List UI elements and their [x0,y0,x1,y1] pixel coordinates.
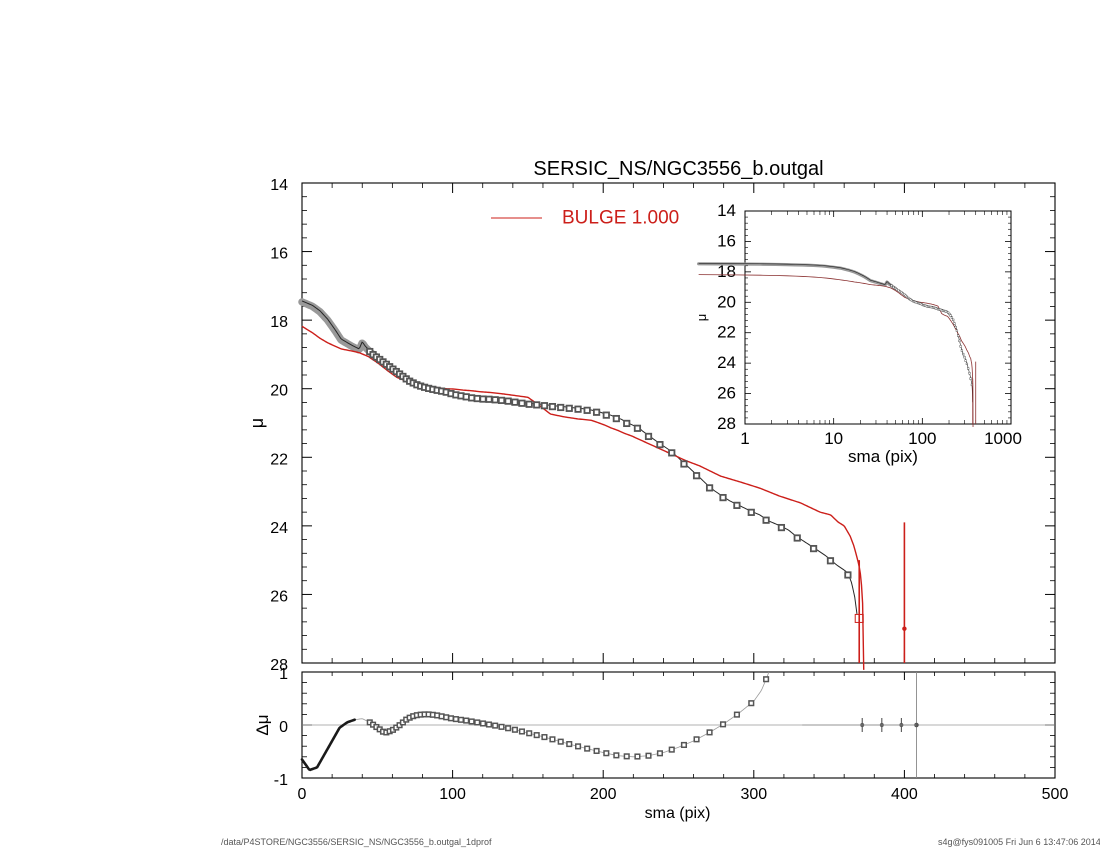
svg-text:SERSIC_NS/NGC3556_b.outgal: SERSIC_NS/NGC3556_b.outgal [533,158,823,180]
svg-text:24: 24 [717,353,736,372]
svg-text:24: 24 [270,520,288,537]
svg-text:1000: 1000 [984,429,1022,448]
svg-text:16: 16 [717,231,736,250]
svg-text:20: 20 [270,383,288,400]
svg-text:0: 0 [298,786,307,803]
svg-text:200: 200 [590,786,617,803]
svg-text:14: 14 [270,177,288,194]
svg-text:10: 10 [824,429,843,448]
svg-text:s4g@fys091005 Fri Jun 6 13:4: s4g@fys091005 Fri Jun 6 13:47:06 2014 [938,837,1100,847]
svg-text:-1: -1 [274,772,288,789]
svg-text:18: 18 [270,314,288,331]
svg-text:400: 400 [891,786,918,803]
svg-text:/data/P4STORE/NGC3556/SERSIC_N: /data/P4STORE/NGC3556/SERSIC_NS/NGC3556_… [221,837,492,847]
svg-text:16: 16 [270,246,288,263]
svg-text:μ: μ [694,314,709,322]
svg-text:100: 100 [908,429,936,448]
svg-text:300: 300 [740,786,767,803]
svg-text:26: 26 [717,384,736,403]
svg-text:26: 26 [270,588,288,605]
svg-text:500: 500 [1042,786,1069,803]
svg-text:Δμ: Δμ [253,714,272,735]
svg-text:sma (pix): sma (pix) [848,447,918,466]
svg-text:μ: μ [247,418,267,428]
svg-text:BULGE 1.000: BULGE 1.000 [562,207,679,228]
svg-text:20: 20 [717,292,736,311]
svg-text:22: 22 [270,451,288,468]
svg-text:sma (pix): sma (pix) [645,805,711,822]
svg-text:0: 0 [279,719,288,736]
svg-text:1: 1 [279,666,288,683]
svg-text:1: 1 [740,429,749,448]
svg-text:28: 28 [717,414,736,433]
svg-text:100: 100 [439,786,466,803]
svg-text:14: 14 [717,201,736,220]
svg-text:22: 22 [717,323,736,342]
